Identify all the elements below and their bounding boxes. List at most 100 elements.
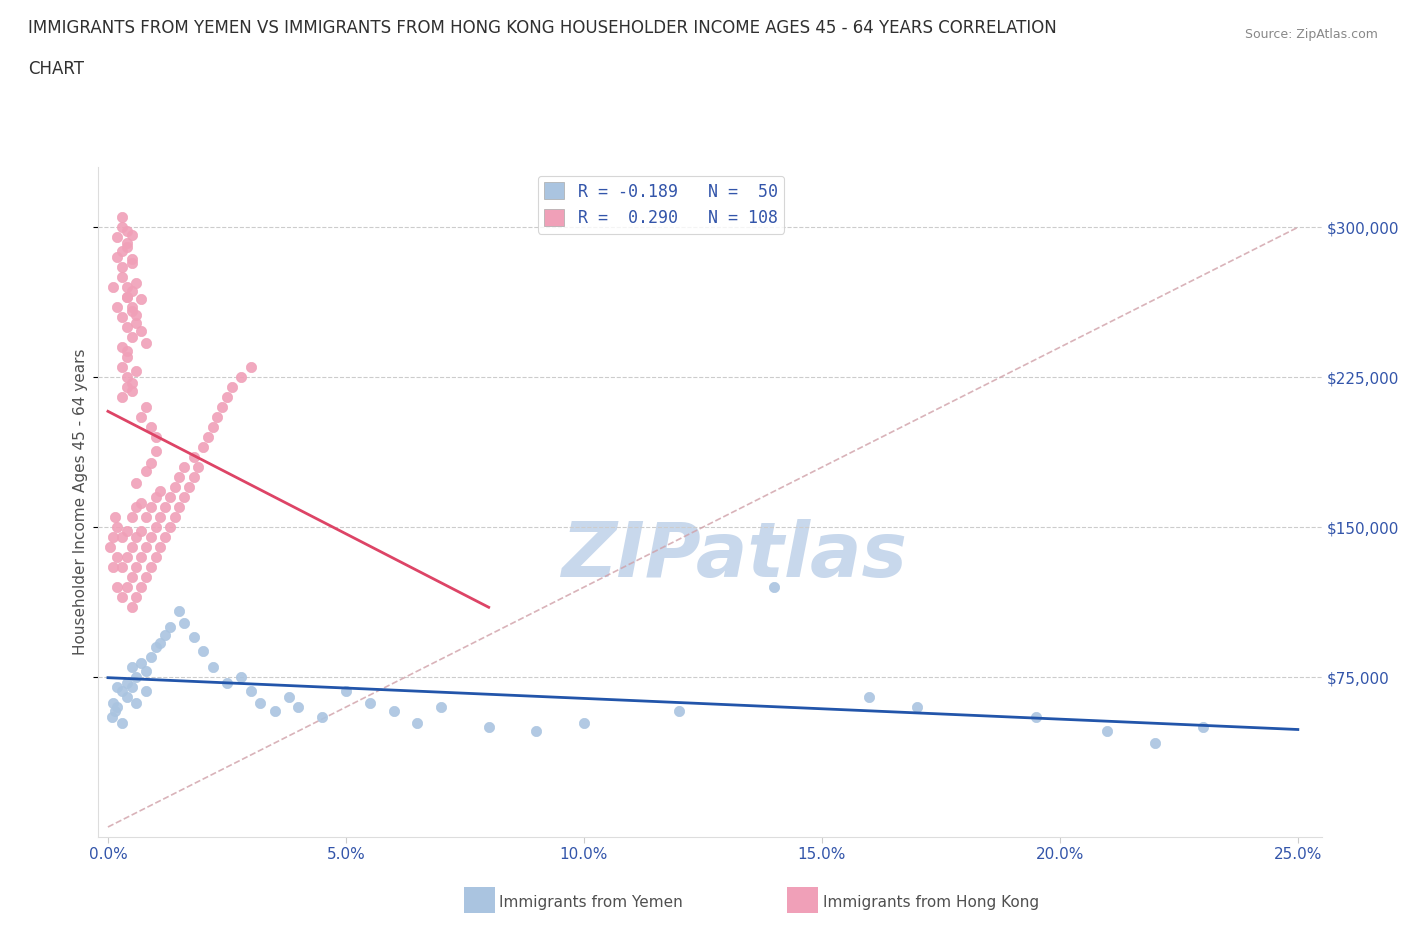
Point bbox=[115, 690, 138, 705]
Point bbox=[135, 510, 157, 525]
Point bbox=[115, 224, 138, 239]
Point bbox=[104, 510, 127, 525]
Point bbox=[524, 724, 547, 738]
Point bbox=[121, 330, 143, 345]
Point bbox=[215, 390, 238, 405]
Point bbox=[121, 570, 143, 585]
Point bbox=[169, 499, 191, 514]
Point bbox=[111, 684, 134, 698]
Point bbox=[1025, 710, 1047, 724]
Point bbox=[107, 520, 129, 535]
Point bbox=[111, 210, 134, 225]
Point bbox=[169, 604, 191, 618]
Point bbox=[215, 676, 238, 691]
Point bbox=[1097, 724, 1119, 738]
Point bbox=[129, 524, 152, 538]
Point bbox=[107, 250, 129, 265]
Point bbox=[145, 640, 167, 655]
Point bbox=[231, 670, 253, 684]
Point bbox=[173, 459, 195, 474]
Point bbox=[121, 376, 143, 391]
Point bbox=[159, 490, 181, 505]
Point bbox=[111, 259, 134, 274]
Point bbox=[191, 644, 214, 658]
Point bbox=[145, 490, 167, 505]
Point bbox=[145, 550, 167, 565]
Point bbox=[406, 715, 429, 730]
Point bbox=[115, 240, 138, 255]
Point bbox=[277, 690, 299, 705]
Point bbox=[149, 484, 172, 498]
Point bbox=[211, 400, 233, 415]
Point bbox=[129, 656, 152, 671]
Point bbox=[115, 676, 138, 691]
Point bbox=[311, 710, 333, 724]
Point bbox=[201, 419, 224, 434]
Point bbox=[139, 560, 162, 575]
Point bbox=[239, 360, 262, 375]
Point bbox=[197, 430, 219, 445]
Point bbox=[135, 464, 157, 479]
Text: Immigrants from Hong Kong: Immigrants from Hong Kong bbox=[823, 895, 1039, 910]
Point bbox=[201, 659, 224, 674]
Point bbox=[107, 699, 129, 714]
Point bbox=[153, 499, 176, 514]
Point bbox=[221, 379, 243, 394]
Point bbox=[139, 419, 162, 434]
Point bbox=[145, 520, 167, 535]
Text: IMMIGRANTS FROM YEMEN VS IMMIGRANTS FROM HONG KONG HOUSEHOLDER INCOME AGES 45 - : IMMIGRANTS FROM YEMEN VS IMMIGRANTS FROM… bbox=[28, 19, 1057, 36]
Point bbox=[183, 630, 205, 644]
Point bbox=[115, 280, 138, 295]
Point bbox=[107, 579, 129, 594]
Point bbox=[153, 530, 176, 545]
Point bbox=[121, 252, 143, 267]
Point bbox=[111, 270, 134, 285]
Point bbox=[129, 410, 152, 425]
Point bbox=[125, 530, 148, 545]
Point bbox=[115, 344, 138, 359]
Point bbox=[125, 696, 148, 711]
Y-axis label: Householder Income Ages 45 - 64 years: Householder Income Ages 45 - 64 years bbox=[73, 349, 87, 656]
Point bbox=[173, 490, 195, 505]
Point bbox=[335, 684, 357, 698]
Point bbox=[121, 228, 143, 243]
Point bbox=[125, 476, 148, 491]
Point bbox=[129, 324, 152, 339]
Point bbox=[207, 410, 229, 425]
Point bbox=[382, 704, 405, 719]
Point bbox=[115, 320, 138, 335]
Point bbox=[115, 290, 138, 305]
Point bbox=[359, 696, 381, 711]
Point bbox=[905, 699, 928, 714]
Point bbox=[187, 459, 209, 474]
Point bbox=[263, 704, 285, 719]
Point bbox=[135, 336, 157, 351]
Point bbox=[101, 560, 124, 575]
Point bbox=[125, 364, 148, 379]
Point bbox=[115, 579, 138, 594]
Point bbox=[111, 715, 134, 730]
Point bbox=[191, 440, 214, 455]
Point bbox=[107, 550, 129, 565]
Point bbox=[121, 539, 143, 554]
Point bbox=[125, 590, 148, 604]
Point bbox=[249, 696, 271, 711]
Point bbox=[115, 236, 138, 251]
Point bbox=[430, 699, 453, 714]
Point bbox=[149, 539, 172, 554]
Point bbox=[1191, 720, 1213, 735]
Point bbox=[239, 684, 262, 698]
Point bbox=[173, 616, 195, 631]
Point bbox=[478, 720, 501, 735]
Point bbox=[101, 280, 124, 295]
Text: CHART: CHART bbox=[28, 60, 84, 78]
Point bbox=[101, 530, 124, 545]
Point bbox=[129, 579, 152, 594]
Point bbox=[121, 256, 143, 271]
Point bbox=[153, 628, 176, 643]
Point bbox=[287, 699, 309, 714]
Point bbox=[125, 670, 148, 684]
Point bbox=[115, 550, 138, 565]
Point bbox=[129, 496, 152, 511]
Point bbox=[121, 600, 143, 615]
